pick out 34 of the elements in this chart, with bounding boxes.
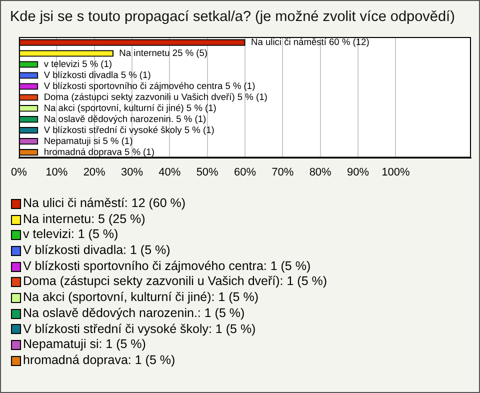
- data-label: Nepamatuji si 5 % (1): [44, 136, 133, 146]
- x-tick-label: 100%: [382, 166, 410, 178]
- x-tick-label: 90%: [346, 166, 370, 178]
- data-label: V blízkosti divadla 5 % (1): [44, 70, 151, 80]
- x-tick-label: 20%: [83, 166, 106, 178]
- text: Na ulici či náměstí: 12 (60 %): [23, 196, 186, 212]
- text: V blízkosti divadla: 1 (5 %): [23, 243, 170, 259]
- x-tick-label: 80%: [309, 166, 332, 178]
- x-tick-label: 70%: [272, 166, 294, 178]
- x-tick-label: 60%: [234, 166, 256, 178]
- x-tick-label: 50%: [196, 166, 219, 178]
- data-label: Na internetu 25 % (5): [119, 48, 208, 58]
- data-label: hromadná doprava 5 % (1): [44, 146, 154, 157]
- x-tick-label: 10%: [46, 166, 68, 178]
- data-label: V blízkosti střední či vysoké školy 5 % (1): [44, 124, 214, 135]
- data-label: v televizi 5 % (1): [44, 59, 112, 70]
- text: Na akci (sportovní, kulturní či jiné): 1 (5 %): [23, 290, 258, 306]
- data-label: Na oslavě dědových narozenin. 5 % (1): [44, 114, 206, 124]
- text: V blízkosti střední či vysoké školy: 1 (5 %): [23, 322, 256, 338]
- text: Nepamatuji si: 1 (5 %): [23, 337, 146, 353]
- x-tick-label: 30%: [120, 166, 144, 178]
- data-label: Na ulici či náměstí 60 % (12): [251, 37, 370, 48]
- data-label: V blízkosti sportovního či zájmového centra 5 % (1): [44, 80, 256, 91]
- text: hromadná doprava: 1 (5 %): [23, 352, 176, 369]
- text: Na oslavě dědových narozenin.: 1 (5 %): [23, 306, 245, 322]
- text: V blízkosti sportovního či zájmového centra: 1 (5 %): [23, 258, 311, 274]
- text: v televizi: 1 (5 %): [23, 227, 118, 244]
- chart-title: Kde jsi se s touto propagací setkal/a? (je možné zvolit více odpovědí): [10, 9, 455, 25]
- text: Doma (zástupci sekty zazvonili u Vašich dveří): 1 (5 %): [23, 274, 328, 290]
- data-label: Doma (zástupci sekty zazvonili u Vašich dveří) 5 % (1): [44, 92, 268, 102]
- x-tick-label: 40%: [158, 166, 181, 178]
- data-label: Na akci (sportovní, kulturní či jiné) 5 % (1): [44, 102, 216, 113]
- x-tick-label: 0%: [11, 166, 28, 178]
- text: Na internetu: 5 (25 %): [23, 212, 146, 228]
